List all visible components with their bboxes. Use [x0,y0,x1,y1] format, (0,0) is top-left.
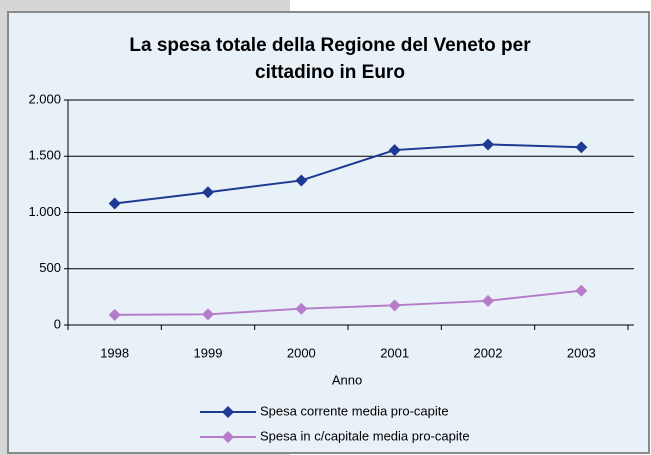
x-tick-label: 2003 [567,345,596,360]
point [575,284,588,297]
y-tick-label: 0 [54,316,61,331]
series-line [114,143,582,205]
y-tick-label: 500 [39,260,61,275]
point [388,144,401,157]
point [295,174,308,187]
point [482,294,494,307]
y-tick-label: 1.000 [28,204,61,219]
x-tick-label: 1999 [194,345,223,360]
legend-label: Spesa in c/capitale media pro-capite [260,428,470,443]
chart-title: La spesa totale della Regione del Veneto… [129,35,531,83]
x-tick-label: 2002 [474,345,503,360]
y-tick-label: 2.000 [28,91,61,106]
legend-marker [222,406,234,418]
legend-marker [222,431,234,443]
point [575,141,588,154]
x-axis-label: Anno [332,372,362,387]
legend-label: Spesa corrente media pro-capite [260,403,449,418]
series-line [114,289,582,316]
point [202,186,214,199]
point [388,299,401,312]
y-tick-label: 1.500 [28,148,61,163]
chart-frame [7,11,650,454]
point [202,308,214,321]
point [108,197,121,210]
point [482,138,494,151]
point [108,308,121,321]
x-tick-label: 1998 [100,345,129,360]
point [295,302,308,315]
x-tick-label: 2001 [380,345,409,360]
x-tick-label: 2000 [287,345,316,360]
